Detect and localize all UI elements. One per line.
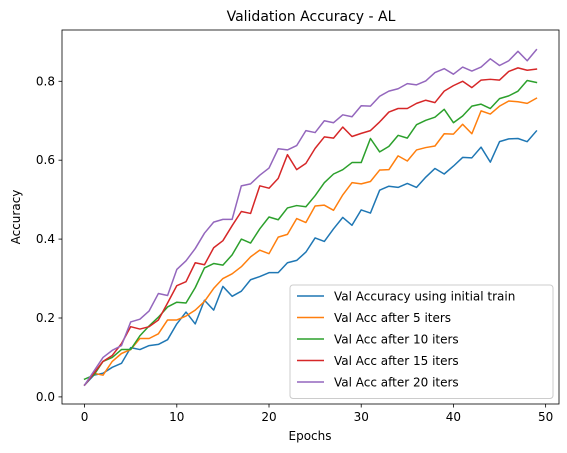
x-tick-label: 40 xyxy=(446,410,461,424)
legend-label-3: Val Acc after 10 iters xyxy=(334,333,459,347)
legend-label-2: Val Acc after 5 iters xyxy=(334,311,451,325)
x-tick-label: 20 xyxy=(261,410,276,424)
y-axis-label: Accuracy xyxy=(9,190,23,245)
x-tick-label: 0 xyxy=(81,410,89,424)
x-axis-label: Epochs xyxy=(289,429,332,443)
x-tick-label: 30 xyxy=(354,410,369,424)
series-layer xyxy=(83,48,538,387)
legend-label-5: Val Acc after 20 iters xyxy=(334,376,459,390)
legend-label-1: Val Accuracy using initial train xyxy=(334,290,515,304)
plot-frame xyxy=(61,29,560,405)
legend: Val Accuracy using initial train Val Acc … xyxy=(289,284,554,399)
x-tick-label: 10 xyxy=(169,410,184,424)
y-tick-label: 0.0 xyxy=(36,390,55,404)
series-line-4 xyxy=(83,67,538,387)
y-tick-label: 0.4 xyxy=(36,232,55,246)
series-line-5 xyxy=(83,48,538,387)
y-tick-label: 0.6 xyxy=(36,153,55,167)
chart-title: Validation Accuracy - AL xyxy=(227,9,396,25)
series-line-2 xyxy=(83,97,538,387)
y-tick-label: 0.2 xyxy=(36,311,55,325)
series-line-3 xyxy=(83,79,538,381)
series-line-1 xyxy=(83,129,538,387)
y-tick-label: 0.8 xyxy=(36,74,55,88)
legend-label-4: Val Acc after 15 iters xyxy=(334,354,459,368)
x-tick-label: 50 xyxy=(538,410,553,424)
axis-layer: 0 10 20 30 40 50 0.0 0.2 0.4 0.6 0.8 xyxy=(36,74,553,424)
legend-frame xyxy=(289,284,554,399)
